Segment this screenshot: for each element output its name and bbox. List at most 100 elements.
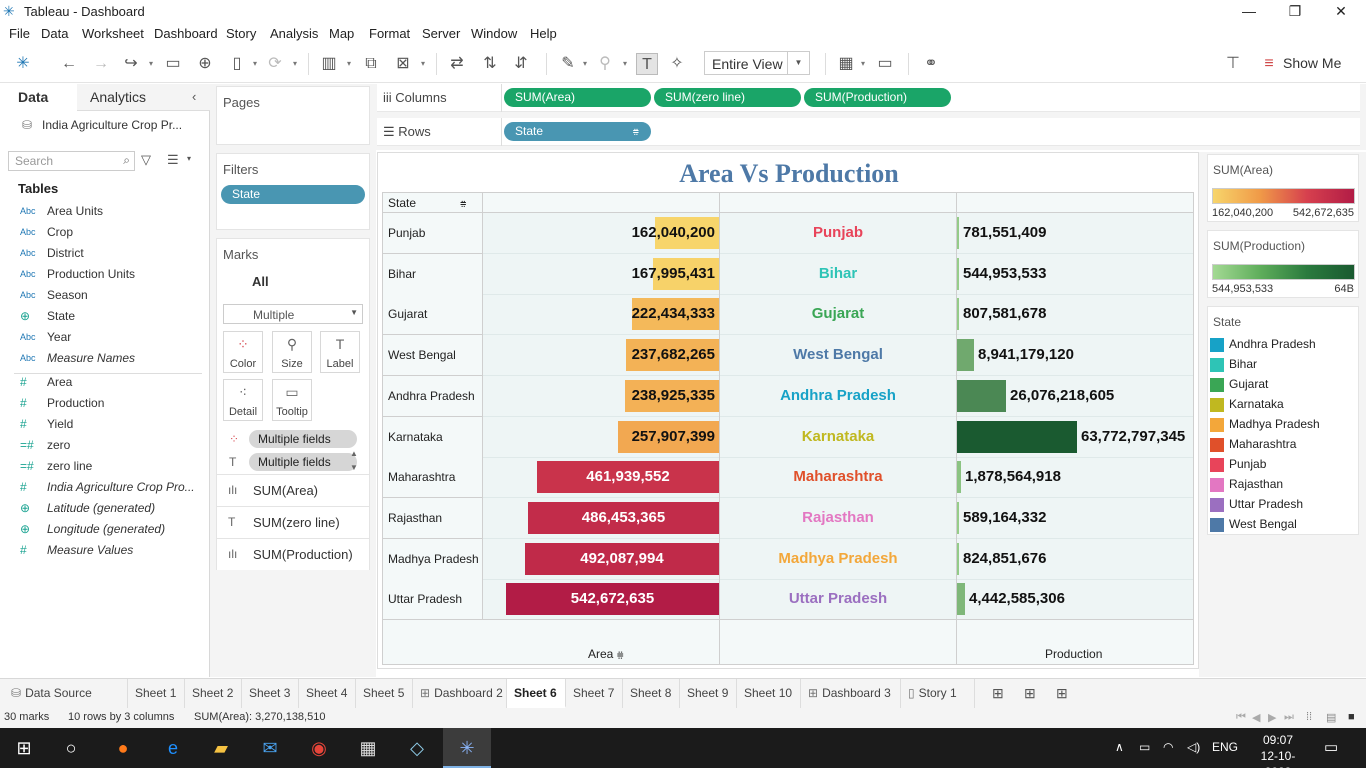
battery-icon[interactable]: ▭	[1139, 740, 1151, 754]
production-bar[interactable]	[957, 543, 959, 575]
area-bar[interactable]	[655, 217, 719, 249]
menu-help[interactable]: Help	[530, 26, 557, 41]
legend-production[interactable]: SUM(Production) 544,953,533 64B	[1207, 230, 1359, 298]
new-story-tab-icon[interactable]: ⊞	[1056, 685, 1068, 701]
row-label[interactable]: Andhra Pradesh	[383, 376, 483, 417]
sheet-tab[interactable]: ⛁ Data Source	[0, 679, 128, 708]
menu-map[interactable]: Map	[329, 26, 355, 41]
sheet-tab[interactable]: Sheet 10	[737, 679, 801, 708]
prev-sheet-icon[interactable]: ◀	[1252, 712, 1261, 724]
chrome-icon[interactable]: ◉	[311, 738, 327, 758]
view-list-icon[interactable]: ☰	[167, 152, 179, 167]
refresh-dropdown-icon[interactable]: ▾	[292, 59, 297, 68]
refresh-icon[interactable]: ⟳	[268, 55, 282, 72]
sheet-tab[interactable]: Sheet 7	[566, 679, 623, 708]
production-bar[interactable]	[957, 339, 974, 371]
sheet-tab[interactable]: ▯ Story 1	[901, 679, 975, 708]
sheet-tab[interactable]: Sheet 5	[356, 679, 413, 708]
marks-tab-area[interactable]: ılı SUM(Area)	[217, 474, 369, 506]
wifi-icon[interactable]: ◠	[1163, 740, 1174, 754]
row-label[interactable]: West Bengal	[383, 335, 483, 376]
sheet-tab[interactable]: Sheet 3	[242, 679, 299, 708]
fit-view-select[interactable]: Entire View ▼	[704, 51, 810, 75]
filmstrip-icon[interactable]: ▤	[1326, 712, 1337, 724]
menu-analysis[interactable]: Analysis	[270, 26, 319, 41]
volume-icon[interactable]: ◁)	[1187, 740, 1201, 754]
production-bar[interactable]	[957, 583, 965, 615]
group-icon[interactable]: ⚲	[599, 55, 611, 72]
sheet-tab[interactable]: Sheet 2	[185, 679, 242, 708]
mark-pill-color[interactable]: Multiple fields	[249, 430, 357, 448]
next-sheet-icon[interactable]: ▶	[1268, 712, 1277, 724]
area-bar[interactable]	[537, 461, 719, 493]
pin-icon[interactable]: ✧	[670, 55, 684, 72]
highlight-dropdown-icon[interactable]: ▾	[582, 59, 587, 68]
pause-updates-icon[interactable]: ▯	[232, 55, 242, 72]
last-sheet-icon[interactable]: ⏭	[1284, 711, 1294, 723]
marks-all-tab[interactable]: All	[252, 274, 269, 289]
production-bar[interactable]	[957, 258, 959, 290]
area-bar[interactable]	[528, 502, 719, 534]
clock[interactable]: 09:07 12-10-2023	[1248, 732, 1308, 768]
production-bar[interactable]	[957, 298, 959, 330]
restore-button[interactable]: ❐	[1288, 3, 1302, 19]
row-header-state[interactable]: State ⩷	[383, 193, 483, 213]
tooltip-button[interactable]: ▭ Tooltip	[272, 379, 312, 421]
production-bar[interactable]	[957, 217, 959, 249]
mark-pill-label[interactable]: Multiple fields	[249, 453, 357, 471]
language-indicator[interactable]: ENG	[1212, 740, 1239, 754]
tab-analytics[interactable]: Analytics	[77, 84, 210, 111]
edge-icon[interactable]: e	[167, 738, 178, 758]
document-app-icon[interactable]: ▦	[359, 738, 377, 758]
sheet-tab[interactable]: ⊞ Dashboard 2	[413, 679, 507, 708]
show-me-button[interactable]: Show Me	[1283, 55, 1342, 71]
tableau-taskbar-icon[interactable]: ✳	[459, 738, 475, 758]
filter-pill-state[interactable]: State	[221, 185, 365, 204]
share-icon[interactable]: ⚭	[924, 55, 938, 72]
area-bar[interactable]	[626, 339, 719, 371]
area-bar[interactable]	[632, 298, 719, 330]
new-worksheet-tab-icon[interactable]: ⊞	[992, 685, 1004, 701]
row-label[interactable]: Maharashtra	[383, 457, 483, 498]
size-button[interactable]: ⚲ Size	[272, 331, 312, 373]
menu-file[interactable]: File	[9, 26, 30, 41]
menu-data[interactable]: Data	[41, 26, 69, 41]
area-bar[interactable]	[618, 421, 719, 453]
highlight-icon[interactable]: ✎	[561, 55, 575, 72]
cards-dropdown-icon[interactable]: ▾	[860, 59, 865, 68]
duplicate-icon[interactable]: ⧉	[365, 55, 377, 72]
axis-title-area[interactable]: Area ⩷	[588, 647, 624, 662]
marks-tab-zero-line[interactable]: T SUM(zero line)	[217, 506, 369, 538]
row-label[interactable]: Bihar	[383, 254, 483, 295]
replay-dropdown-icon[interactable]: ▾	[148, 59, 153, 68]
tableau-home-icon[interactable]: ✳	[16, 55, 30, 72]
show-cards-icon[interactable]: ▦	[838, 55, 854, 72]
replay-icon[interactable]: ↪	[124, 55, 138, 72]
menu-story[interactable]: Story	[226, 26, 257, 41]
first-sheet-icon[interactable]: ⏮	[1236, 711, 1246, 723]
row-label[interactable]: Punjab	[383, 213, 483, 254]
sheet-sorter-icon[interactable]: ⁞⁞	[1306, 711, 1313, 723]
legend-state[interactable]: State	[1207, 306, 1359, 535]
sheet-tab[interactable]: Sheet 8	[623, 679, 680, 708]
color-button[interactable]: ⁘ Color	[223, 331, 263, 373]
show-me-icon[interactable]: ≡	[1264, 55, 1274, 72]
row-label[interactable]: Madhya Pradesh	[383, 539, 483, 580]
columns-pill-zero-line[interactable]: SUM(zero line)	[654, 88, 801, 107]
menu-dashboard[interactable]: Dashboard	[154, 26, 218, 41]
pause-dropdown-icon[interactable]: ▾	[252, 59, 257, 68]
tabs-view-icon[interactable]: ■	[1348, 711, 1355, 723]
sheet-tab[interactable]: Sheet 6	[507, 679, 566, 708]
production-bar[interactable]	[957, 421, 1077, 453]
minimize-button[interactable]: —	[1242, 3, 1256, 19]
new-worksheet-icon[interactable]: ▥	[321, 55, 337, 72]
legend-area[interactable]: SUM(Area) 162,040,200 542,672,635	[1207, 154, 1359, 222]
columns-pill-production[interactable]: SUM(Production)	[804, 88, 951, 107]
sheet-tab[interactable]: Sheet 1	[128, 679, 185, 708]
axis-title-production[interactable]: Production	[1045, 647, 1103, 661]
redo-icon[interactable]: →	[93, 55, 109, 72]
show-labels-icon[interactable]: T	[636, 53, 658, 75]
group-dropdown-icon[interactable]: ▾	[622, 59, 627, 68]
production-bar[interactable]	[957, 380, 1006, 412]
cortana-icon[interactable]: ○	[65, 738, 77, 758]
